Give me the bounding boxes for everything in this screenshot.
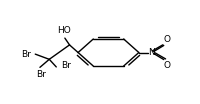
Text: N: N xyxy=(147,48,154,57)
Text: Br: Br xyxy=(61,61,70,70)
Text: Br: Br xyxy=(21,50,30,59)
Text: Br: Br xyxy=(36,70,46,79)
Text: O: O xyxy=(163,61,170,71)
Text: HO: HO xyxy=(57,26,71,35)
Text: O: O xyxy=(163,35,170,44)
